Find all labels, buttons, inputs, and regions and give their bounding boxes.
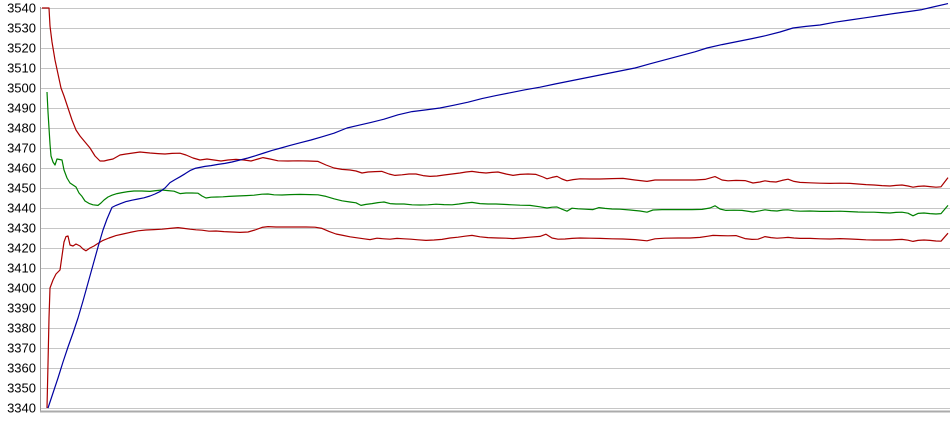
y-tick-label: 3430 bbox=[7, 221, 36, 236]
y-tick-label: 3350 bbox=[7, 381, 36, 396]
y-tick-label: 3400 bbox=[7, 281, 36, 296]
y-tick-label: 3360 bbox=[7, 361, 36, 376]
y-tick-label: 3390 bbox=[7, 301, 36, 316]
y-tick-label: 3440 bbox=[7, 201, 36, 216]
series-line-upper-red bbox=[42, 7, 949, 188]
y-tick-label: 3530 bbox=[7, 21, 36, 36]
y-tick-label: 3450 bbox=[7, 181, 36, 196]
y-tick-label: 3470 bbox=[7, 141, 36, 156]
y-tick-label: 3340 bbox=[7, 401, 36, 416]
y-tick-label: 3380 bbox=[7, 321, 36, 336]
y-tick-label: 3500 bbox=[7, 81, 36, 96]
y-tick-label: 3520 bbox=[7, 41, 36, 56]
series-lines bbox=[42, 3, 949, 409]
y-tick-label: 3540 bbox=[7, 1, 36, 16]
y-tick-label: 3420 bbox=[7, 241, 36, 256]
series-line-mid-green bbox=[46, 91, 949, 217]
gridlines bbox=[40, 8, 950, 409]
series-line-rising-blue bbox=[47, 3, 949, 409]
y-tick-label: 3480 bbox=[7, 121, 36, 136]
y-tick-label: 3460 bbox=[7, 161, 36, 176]
series-line-lower-red bbox=[46, 226, 949, 409]
y-axis-labels: 3540 3530 3520 3510 3500 3490 3480 3470 3460 3450… bbox=[7, 1, 36, 416]
y-tick-label: 3510 bbox=[7, 61, 36, 76]
y-tick-label: 3370 bbox=[7, 341, 36, 356]
y-tick-label: 3410 bbox=[7, 261, 36, 276]
y-tick-label: 3490 bbox=[7, 101, 36, 116]
axes bbox=[40, 7, 950, 413]
